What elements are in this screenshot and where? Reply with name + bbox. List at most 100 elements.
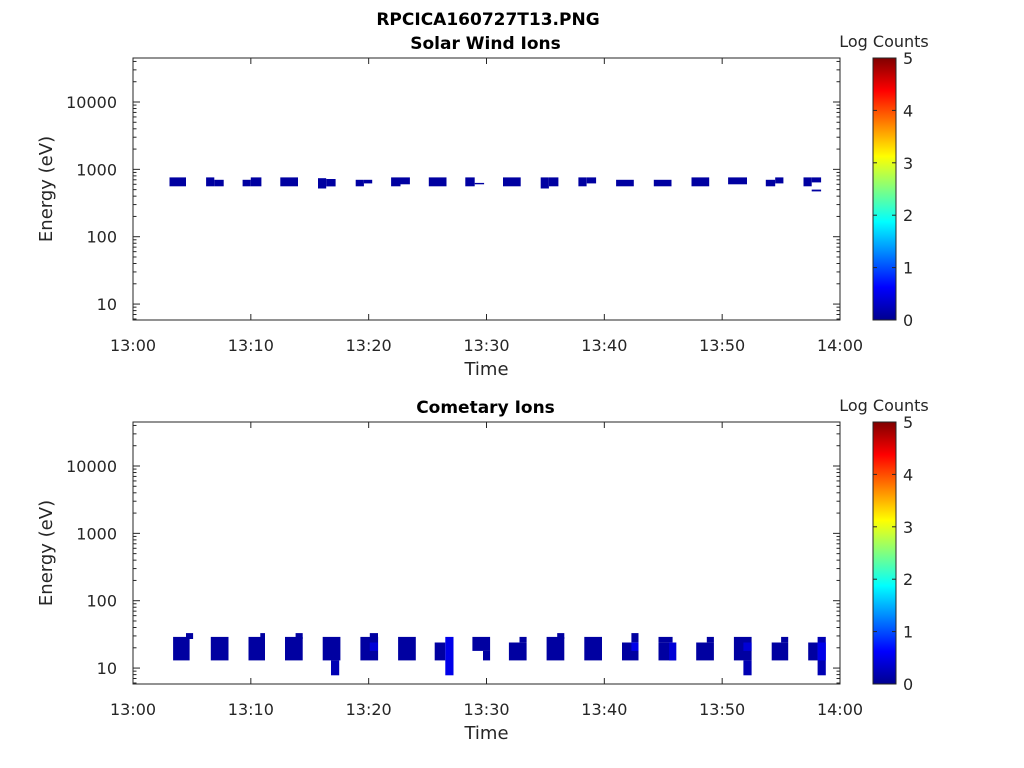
heatmap-cell xyxy=(631,633,639,643)
y-tick-label: 1000 xyxy=(76,524,117,543)
heatmap-cell xyxy=(578,177,587,187)
heatmap-cell xyxy=(549,177,559,187)
heatmap-cell xyxy=(803,177,812,187)
heatmap-cell xyxy=(398,636,416,661)
heatmap-cell xyxy=(811,189,822,192)
heatmap-cell xyxy=(781,636,789,643)
colorbar-tick-label: 3 xyxy=(903,154,913,173)
heatmap-cell xyxy=(369,633,378,639)
y-tick-label: 10 xyxy=(97,659,117,678)
heatmap-cell xyxy=(364,179,373,184)
y-tick-label: 10 xyxy=(97,295,117,314)
heatmap-cell xyxy=(242,179,251,187)
heatmap-cell xyxy=(653,179,672,187)
heatmap-cell xyxy=(322,636,341,661)
heatmap-cell xyxy=(474,182,485,185)
heatmap-cell xyxy=(584,636,602,661)
y-tick-label: 1000 xyxy=(76,160,117,179)
y-tick-label: 10000 xyxy=(66,457,117,476)
heatmap-cell xyxy=(318,178,327,189)
heatmap-cell xyxy=(214,179,224,187)
x-tick-label: 13:20 xyxy=(346,700,392,719)
heatmap-cell xyxy=(503,177,521,187)
heatmap-cell xyxy=(465,177,475,187)
heatmap-cell xyxy=(540,177,549,189)
x-tick-label: 13:50 xyxy=(699,336,745,355)
heatmap-cell xyxy=(326,179,336,187)
colorbar-label: Log Counts xyxy=(839,396,929,415)
heatmap-cell xyxy=(369,642,378,651)
heatmap-cell xyxy=(743,660,752,676)
colorbar-tick-label: 0 xyxy=(903,311,913,330)
plot-frame xyxy=(132,57,841,321)
heatmap-cell xyxy=(428,177,447,187)
x-tick-label: 13:30 xyxy=(463,700,509,719)
colorbar xyxy=(872,421,897,685)
colorbar-tick-label: 3 xyxy=(903,518,913,537)
heatmap-cell xyxy=(331,660,340,676)
colorbar-tick-label: 5 xyxy=(903,49,913,68)
heatmap-cell xyxy=(669,642,677,661)
heatmap-cell xyxy=(743,642,752,651)
heatmap-cell xyxy=(691,177,710,187)
colorbar-tick-label: 1 xyxy=(903,259,913,278)
heatmap-cell xyxy=(434,642,446,661)
panel-solar-wind-ions: 13:00 13:10 13:20 13:30 13:40 13:50 14:0010100… xyxy=(36,32,929,380)
y-axis-label: Energy (eV) xyxy=(36,500,57,606)
heatmap-cell xyxy=(280,177,298,187)
heatmap-cell xyxy=(658,636,673,643)
heatmap-cell xyxy=(771,642,789,661)
heatmap-cell xyxy=(250,177,262,187)
heatmap-cell xyxy=(355,179,364,187)
heatmap-cells xyxy=(173,633,826,676)
panel-title: Solar Wind Ions xyxy=(410,34,561,54)
heatmap-cell xyxy=(472,636,491,651)
heatmap-cell xyxy=(775,177,784,184)
heatmap-cell xyxy=(391,177,401,187)
x-tick-label: 13:20 xyxy=(346,336,392,355)
heatmap-cell xyxy=(808,642,818,661)
heatmap-cell xyxy=(728,177,747,185)
heatmap-cell xyxy=(631,642,639,651)
y-axis-label: Energy (eV) xyxy=(36,136,57,242)
colorbar-tick-label: 4 xyxy=(903,101,913,120)
colorbar-label: Log Counts xyxy=(839,32,929,51)
heatmap-cell xyxy=(400,177,410,185)
colorbar xyxy=(872,57,897,321)
colorbar-tick-label: 2 xyxy=(903,206,913,225)
x-tick-label: 13:00 xyxy=(110,700,156,719)
heatmap-cell xyxy=(173,636,190,661)
heatmap-cell xyxy=(295,633,303,639)
heatmap-cell xyxy=(210,636,229,661)
x-axis-label: Time xyxy=(463,359,508,380)
panel-title: Cometary Ions xyxy=(416,398,555,418)
heatmap-cell xyxy=(483,650,491,661)
y-tick-label: 100 xyxy=(86,228,117,247)
heatmap-cell xyxy=(616,179,634,187)
heatmap-cell xyxy=(696,642,714,661)
heatmap-cell xyxy=(445,636,454,676)
x-tick-label: 14:00 xyxy=(817,700,863,719)
x-axis-label: Time xyxy=(463,723,508,744)
heatmap-cell xyxy=(260,633,265,639)
figure-title: RPCICA160727T13.PNG xyxy=(376,10,599,30)
x-tick-label: 13:10 xyxy=(228,336,274,355)
heatmap-cell xyxy=(546,636,565,661)
heatmap-cell xyxy=(206,177,215,187)
x-tick-label: 13:50 xyxy=(699,700,745,719)
y-tick-label: 100 xyxy=(86,592,117,611)
colorbar-tick-label: 5 xyxy=(903,413,913,432)
x-tick-label: 13:30 xyxy=(463,336,509,355)
x-tick-label: 13:00 xyxy=(110,336,156,355)
heatmap-cell xyxy=(519,636,527,643)
colorbar-tick-label: 0 xyxy=(903,675,913,694)
x-tick-label: 14:00 xyxy=(817,336,863,355)
panel-cometary-ions: 13:00 13:10 13:20 13:30 13:40 13:50 14:0010100… xyxy=(36,396,929,744)
heatmap-cell xyxy=(706,636,714,643)
heatmap-cell xyxy=(586,177,597,184)
heatmap-cell xyxy=(765,179,776,187)
x-tick-label: 13:10 xyxy=(228,700,274,719)
heatmap-cell xyxy=(248,636,265,661)
heatmap-cell xyxy=(169,177,186,187)
